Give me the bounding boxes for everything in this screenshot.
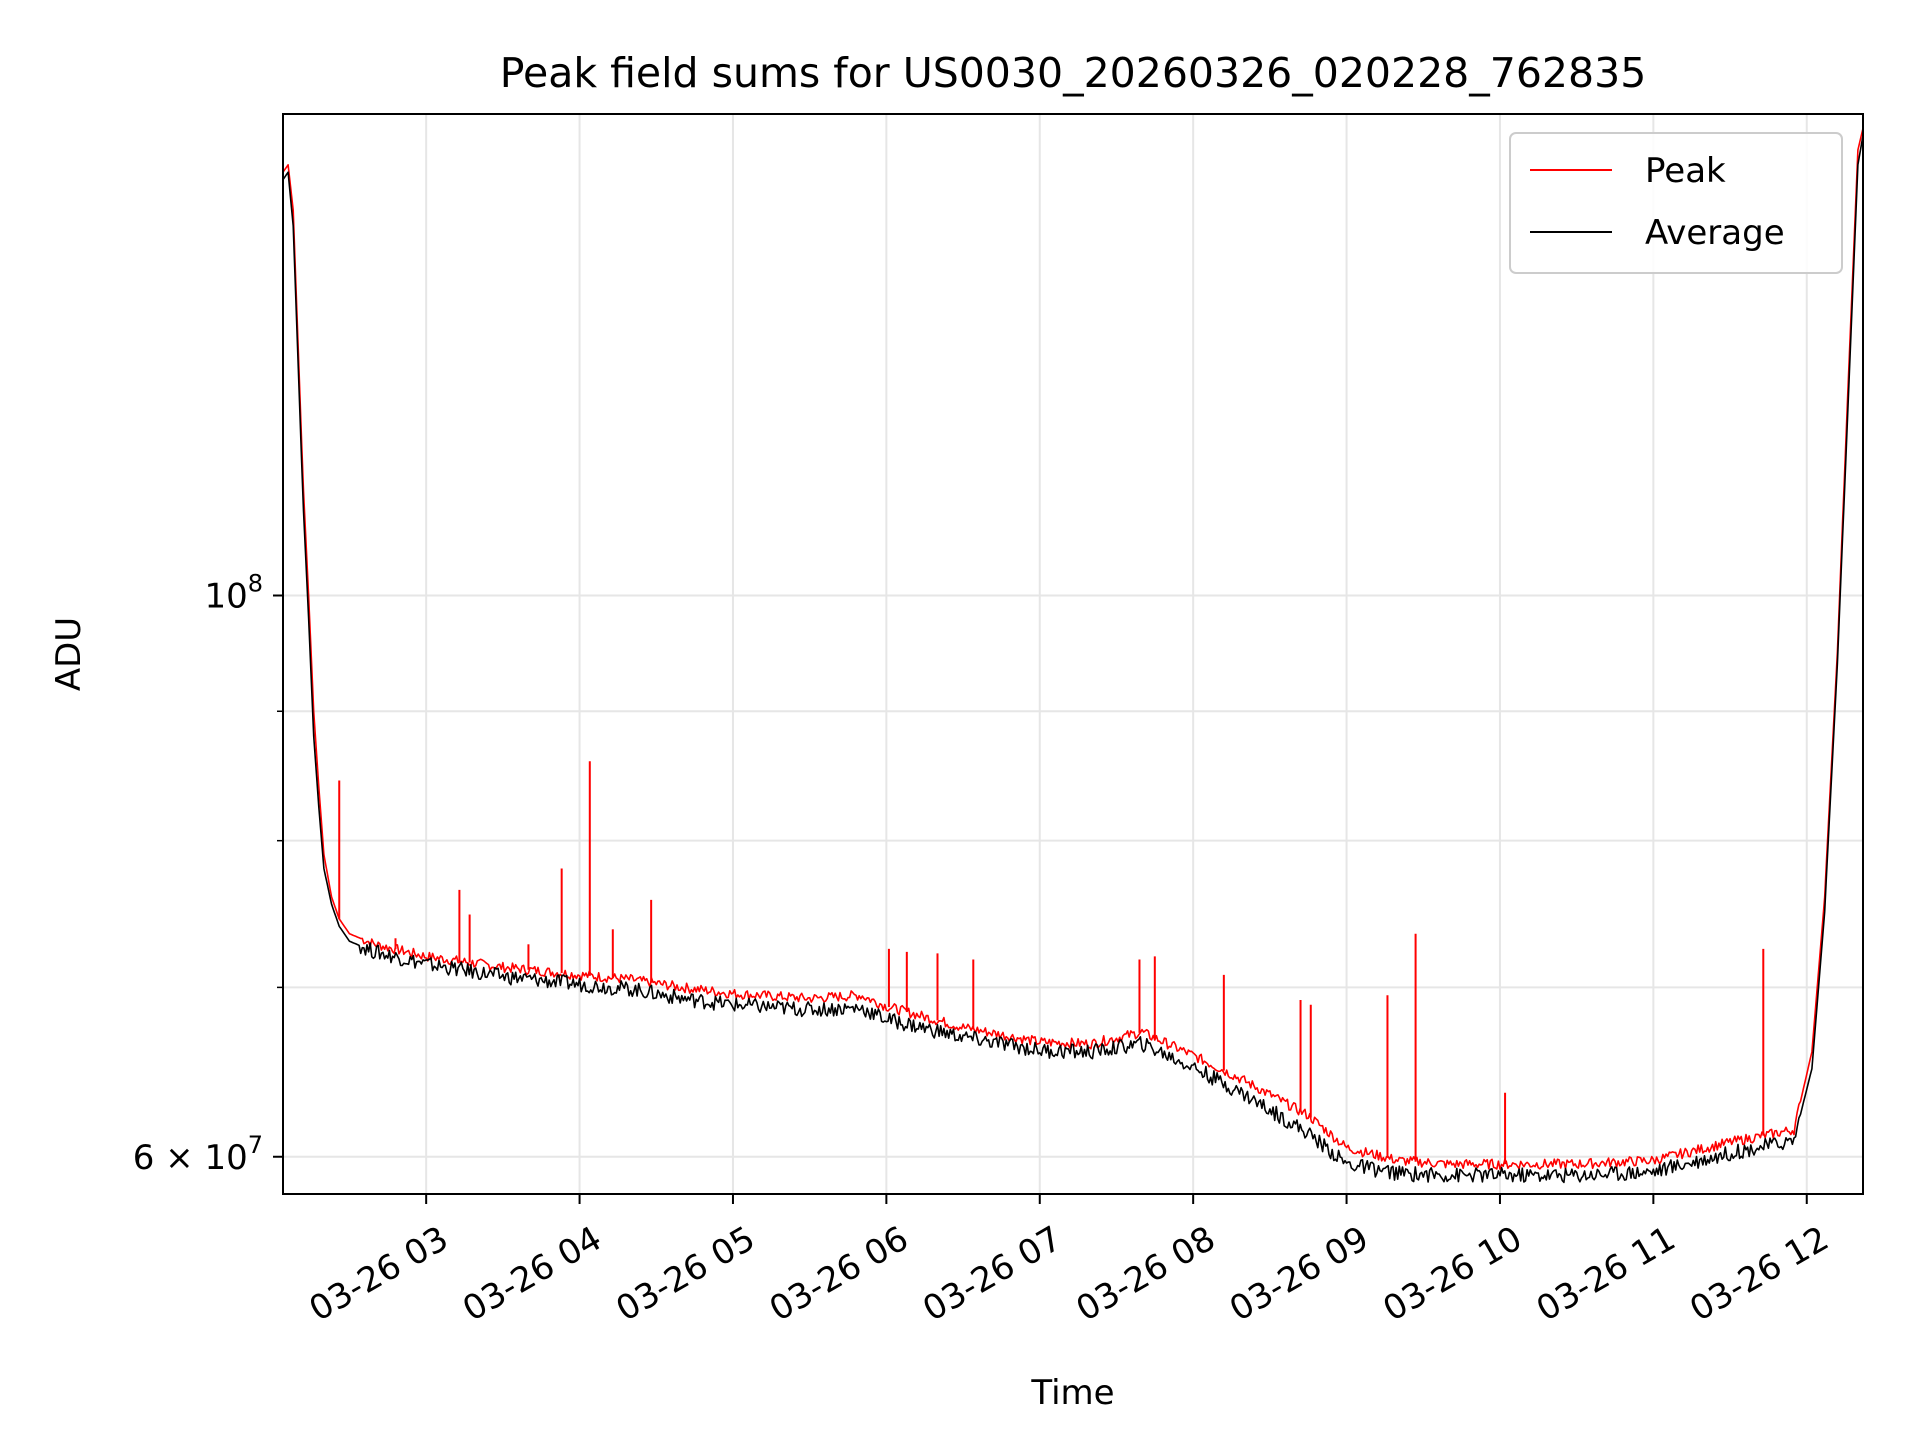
plot-frame (282, 113, 1864, 1195)
y-axis-label: ADU (49, 617, 89, 691)
series-layer (283, 128, 1863, 1184)
chart-title: Peak field sums for US0030_20260326_0202… (500, 49, 1647, 97)
y-tick-label: 108 (204, 570, 263, 617)
x-axis-label: Time (1030, 1373, 1114, 1413)
series-line-average (283, 135, 1863, 1184)
y-tick-label: 6 × 107 (133, 1131, 263, 1178)
legend-label-peak: Peak (1645, 151, 1726, 191)
legend-box (1509, 132, 1843, 274)
legend: Peak Average (1509, 132, 1843, 274)
grid-layer (283, 114, 1863, 1194)
series-line-peak (283, 128, 1863, 1170)
legend-label-average: Average (1645, 213, 1785, 253)
